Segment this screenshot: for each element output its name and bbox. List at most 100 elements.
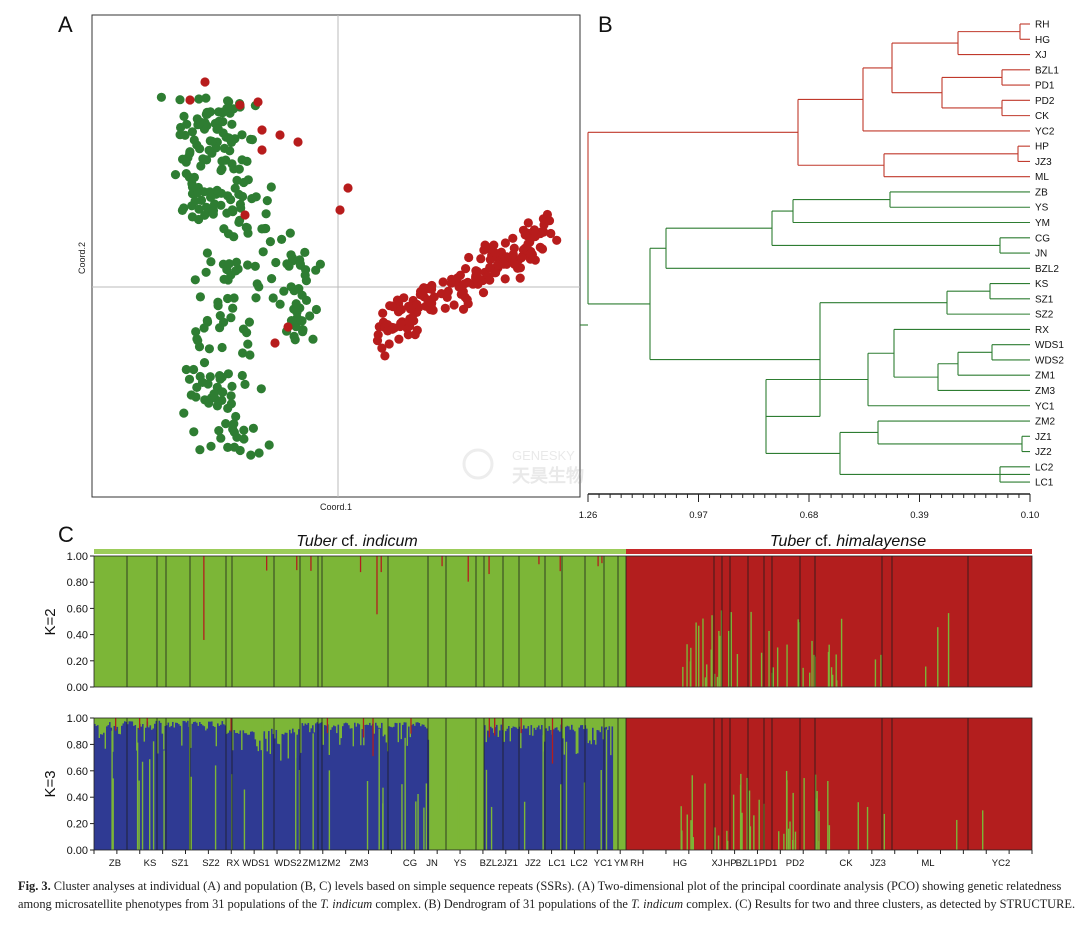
cluster-bar-green: [720, 610, 723, 687]
cluster-bar-blue: [292, 728, 294, 850]
cluster-bar-red: [494, 718, 496, 736]
cluster-bar-blue: [202, 725, 204, 850]
cluster-bar-green: [704, 783, 706, 850]
cluster-bar-green: [768, 630, 770, 687]
pcoa-point: [213, 301, 223, 311]
cluster-bar-blue: [94, 723, 96, 850]
cluster-bar-green: [382, 803, 384, 850]
pcoa-point: [204, 344, 214, 354]
cluster-bar-green: [739, 784, 742, 850]
cluster-bar-blue: [574, 731, 576, 850]
pcoa-point: [202, 315, 212, 326]
cluster-bar-blue: [206, 728, 209, 850]
dendrogram-leaf-label: WDS2: [1035, 355, 1064, 366]
cluster-bar-blue: [293, 732, 296, 850]
cluster-bar-blue: [119, 734, 122, 850]
cluster-bar-blue: [140, 726, 143, 850]
cluster-bar-blue: [283, 734, 285, 850]
cluster-bar-blue: [420, 726, 422, 850]
cluster-bar-blue: [97, 725, 99, 850]
y-axis-tick-label: 0.60: [67, 603, 88, 615]
pcoa-point: [277, 234, 287, 244]
dendrogram-leaf-label: YC1: [1035, 401, 1055, 412]
pcoa-point: [463, 299, 473, 309]
pcoa-point: [170, 170, 181, 180]
cluster-bar-green: [378, 728, 380, 850]
pcoa-point: [516, 253, 527, 263]
cluster-bar-green: [698, 625, 700, 687]
panel-label-a: A: [58, 12, 73, 37]
cluster-bar-blue: [342, 726, 344, 850]
cluster-bar-green: [760, 652, 763, 687]
k3-frame: [93, 717, 1033, 851]
cluster-bar-blue: [376, 725, 379, 850]
cluster-bar-green: [542, 735, 544, 850]
pcoa-point: [256, 384, 266, 394]
pcoa-point: [460, 279, 470, 289]
cluster-bar-green: [814, 841, 817, 850]
cluster-bar-green: [746, 777, 748, 850]
pcoa-point: [181, 157, 191, 167]
pcoa-point: [283, 322, 293, 332]
pcoa-point: [232, 175, 242, 185]
cluster-bar-red: [372, 718, 374, 757]
cluster-bar-blue: [158, 720, 161, 850]
cluster-bar-blue: [200, 724, 203, 850]
pcoa-point: [226, 195, 236, 205]
cluster-bar-red: [376, 556, 378, 615]
cluster-bar-blue: [275, 729, 278, 850]
cluster-bar-green: [583, 782, 586, 850]
pcoa-point: [258, 247, 268, 257]
cluster-bar-green: [925, 666, 927, 687]
cluster-bar-red: [115, 718, 117, 731]
cluster-bar-green: [706, 664, 708, 687]
cluster-bar-green: [312, 733, 314, 850]
cluster-bar-blue: [307, 722, 310, 850]
cluster-bar-blue: [178, 724, 180, 850]
cluster-bar-blue: [494, 727, 497, 850]
cluster-bar-blue: [277, 743, 279, 850]
cluster-bar-green: [600, 770, 602, 850]
cluster-bar-blue: [113, 726, 116, 850]
cluster-bar-green: [702, 618, 704, 687]
cluster-bar-blue: [520, 748, 522, 850]
cluster-bar-blue: [151, 729, 153, 850]
pcoa-point: [275, 299, 285, 309]
pcoa-point: [387, 301, 397, 311]
cluster-bar-red: [520, 718, 522, 734]
cluster-bar-blue: [596, 730, 599, 850]
figure-caption: Fig. 3. Cluster analyses at individual (…: [18, 879, 1076, 911]
dendrogram-leaf-label: JN: [1035, 249, 1047, 260]
cluster-bar-blue: [169, 727, 171, 850]
cluster-bar-blue: [170, 725, 173, 850]
pcoa-point: [176, 122, 186, 133]
cluster-bar-red: [441, 556, 443, 567]
dendrogram-leaf-label: RX: [1035, 325, 1049, 336]
population-label: XJ: [711, 858, 722, 869]
cluster-bar-green: [802, 667, 804, 687]
cluster-bar-blue: [331, 727, 334, 850]
cluster-bar-blue: [577, 753, 579, 850]
dendrogram-leaf-label: HP: [1035, 142, 1049, 153]
pcoa-point: [396, 304, 406, 315]
cluster-bar-blue: [319, 722, 322, 850]
cluster-bar-blue: [536, 727, 539, 850]
cluster-bar-green: [190, 776, 192, 850]
cluster-bar-blue: [545, 728, 548, 850]
cluster-bar-blue: [385, 742, 388, 850]
pcoa-point: [394, 334, 404, 344]
pcoa-point: [275, 130, 285, 140]
cluster-bar-red: [362, 718, 365, 738]
cluster-bar-blue: [110, 727, 113, 850]
cluster-bar-blue: [181, 745, 183, 850]
cluster-bar-blue: [592, 727, 594, 850]
cluster-bar-blue: [179, 725, 182, 850]
pcoa-point: [239, 434, 249, 444]
dendrogram-leaf-label: WDS1: [1035, 340, 1064, 351]
cluster-bar-blue: [211, 721, 213, 850]
cluster-bar-blue: [290, 733, 293, 850]
y-axis-tick-label: 0.40: [67, 792, 88, 804]
cluster-bar-blue: [124, 721, 126, 850]
pcoa-point: [243, 260, 253, 270]
